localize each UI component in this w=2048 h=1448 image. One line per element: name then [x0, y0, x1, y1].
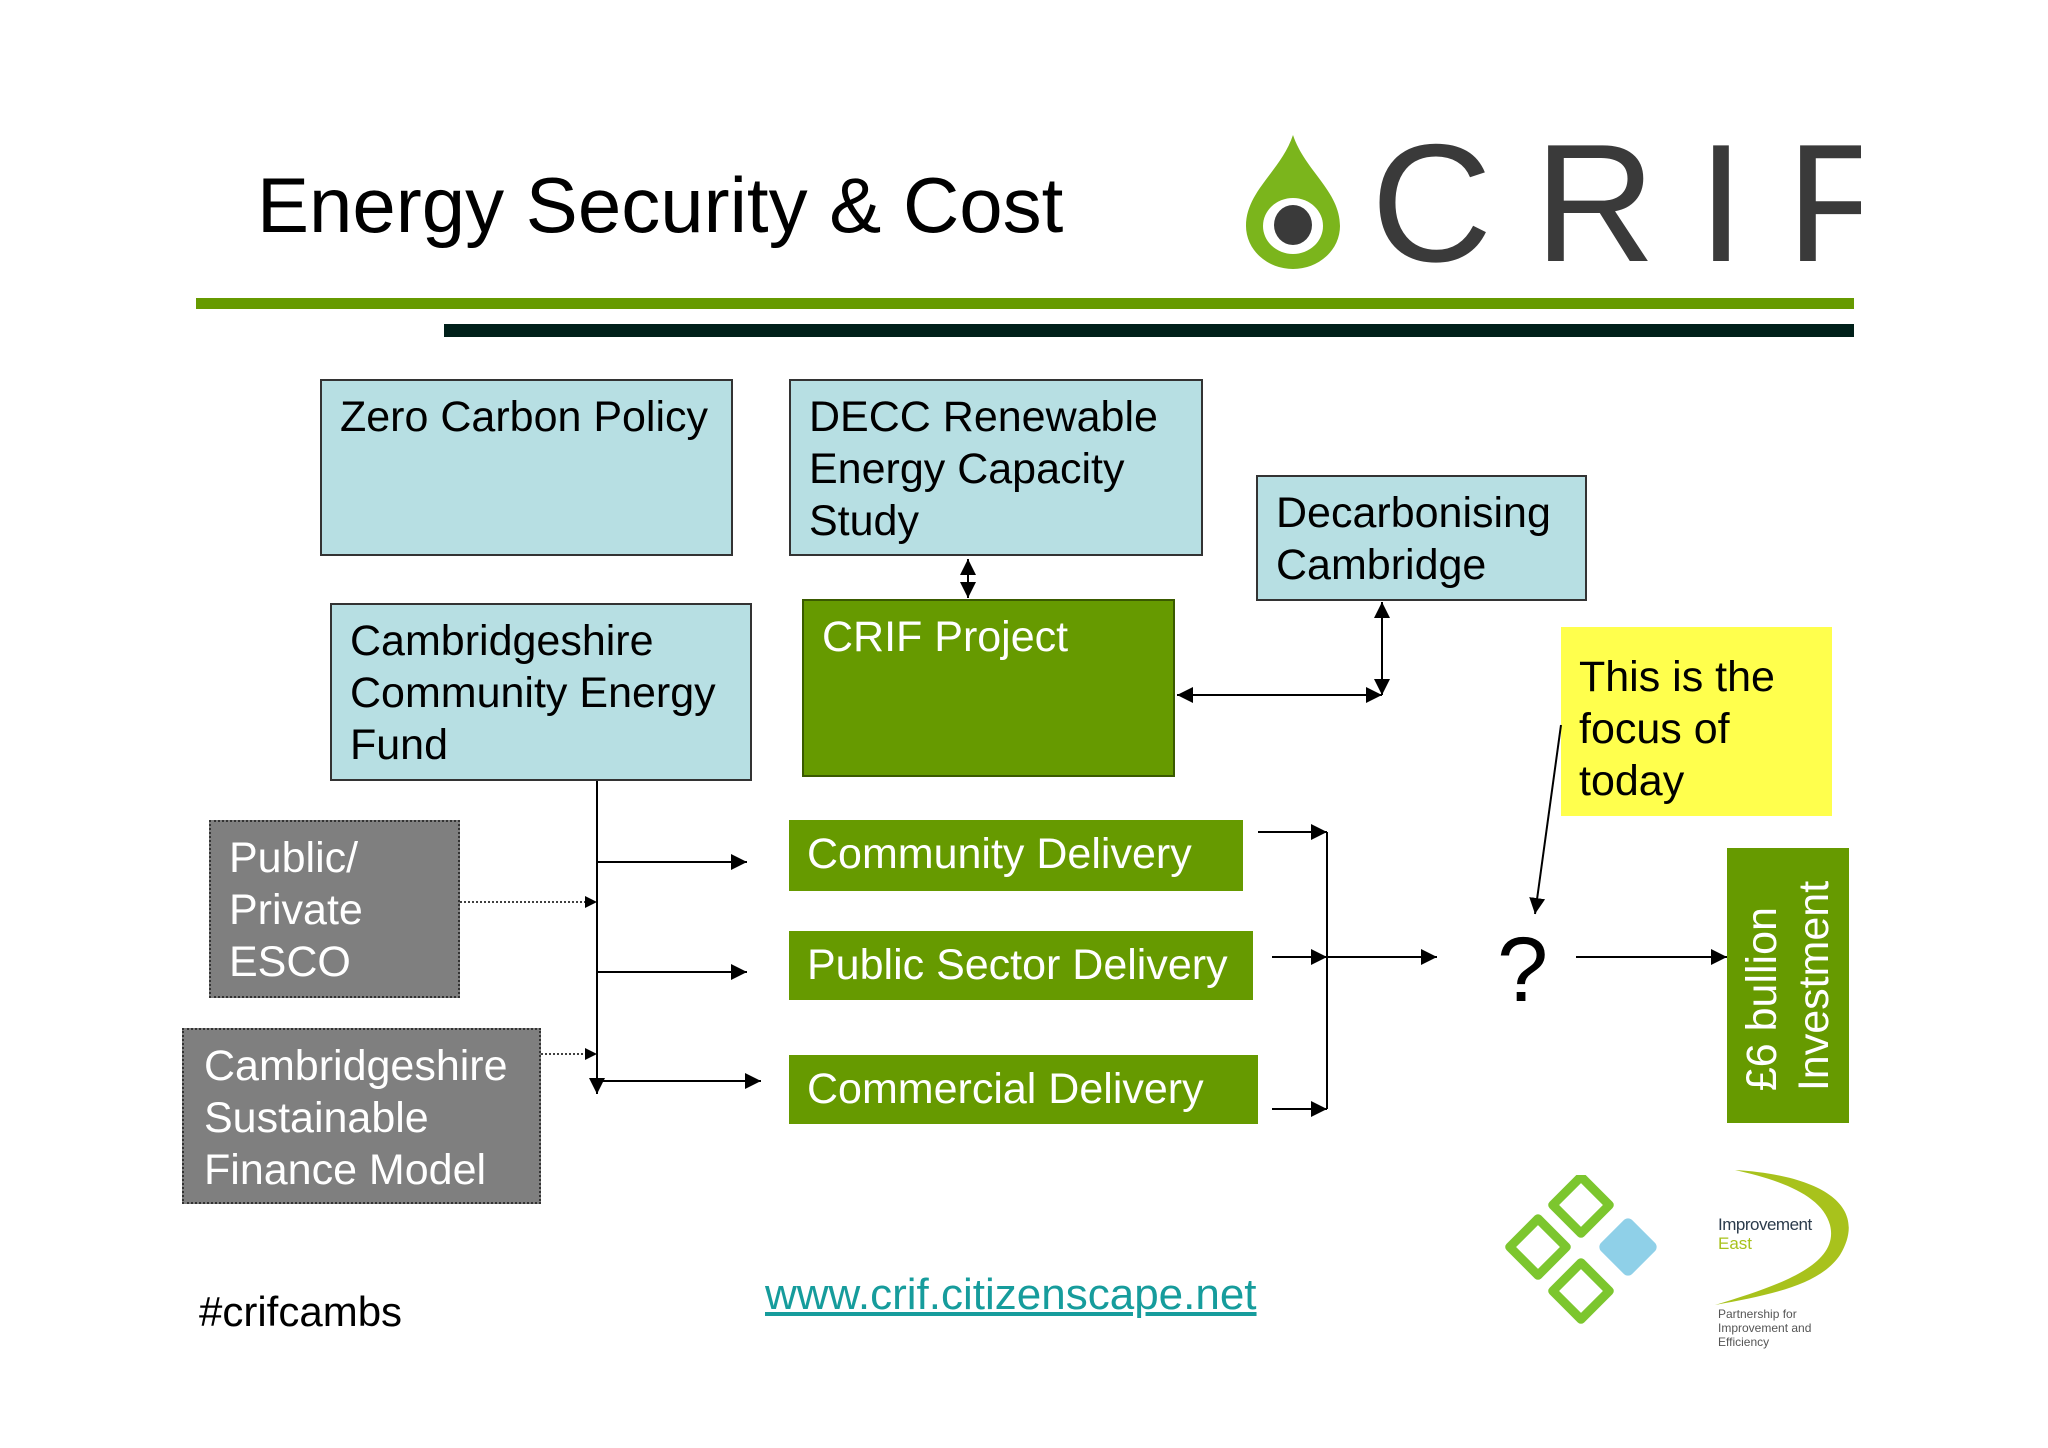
- question-mark: ?: [1497, 919, 1549, 1021]
- box-label: ESCO: [229, 938, 351, 986]
- box-label: Community Delivery: [807, 830, 1192, 878]
- box-label: Fund: [350, 721, 449, 769]
- logo-title: Improvement: [1718, 1215, 1812, 1234]
- sustainable-finance-model-box: Cambridgeshire Sustainable Finance Model: [182, 1028, 541, 1204]
- investment-box: £6 bullion Investment: [1727, 848, 1849, 1123]
- logo-subtitle: East: [1718, 1234, 1753, 1253]
- zero-carbon-policy-box: Zero Carbon Policy: [320, 379, 733, 556]
- community-energy-fund-box: Cambridgeshire Community Energy Fund: [330, 603, 752, 781]
- box-label: Commercial Delivery: [807, 1065, 1204, 1113]
- divider-dark: [444, 324, 1854, 337]
- box-label: Public Sector Delivery: [807, 941, 1228, 989]
- logo-tagline: Partnership for Improvement and Efficien…: [1718, 1307, 1812, 1349]
- decarbonising-cambridge-box: Decarbonising Cambridge: [1256, 475, 1587, 601]
- box-label: Decarbonising: [1276, 489, 1551, 537]
- box-label: CRIF Project: [822, 613, 1069, 661]
- crif-project-box: CRIF Project: [802, 599, 1175, 777]
- commercial-delivery-box: Commercial Delivery: [789, 1055, 1258, 1124]
- swoosh-icon: [1715, 1170, 1849, 1305]
- partner-diamond-logo: [1505, 1175, 1657, 1324]
- decc-study-box: DECC Renewable Energy Capacity Study: [789, 379, 1203, 556]
- box-label: Cambridgeshire: [350, 617, 654, 665]
- hashtag: #crifcambs: [199, 1288, 403, 1335]
- box-label: Community Energy: [350, 669, 716, 717]
- box-label: Zero Carbon Policy: [340, 393, 709, 441]
- esco-box: Public/ Private ESCO: [209, 820, 460, 998]
- focus-note: This is the focus of today: [1561, 627, 1832, 816]
- community-delivery-box: Community Delivery: [789, 820, 1243, 891]
- website-link[interactable]: www.crif.citizenscape.net: [765, 1270, 1257, 1319]
- box-label: Finance Model: [204, 1146, 487, 1194]
- crif-logo: CRIF: [1246, 131, 1861, 271]
- box-label: Energy Capacity: [809, 445, 1125, 493]
- box-label: Private: [229, 886, 363, 934]
- arrow-focus-to-question: [1529, 724, 1562, 915]
- box-label: Public/: [229, 834, 359, 882]
- box-label: Study: [809, 497, 919, 545]
- page-title: Energy Security & Cost: [257, 161, 1064, 249]
- note-line: today: [1579, 757, 1685, 805]
- box-label: Sustainable: [204, 1094, 429, 1142]
- note-line: focus of: [1579, 705, 1730, 753]
- public-sector-delivery-box: Public Sector Delivery: [789, 931, 1253, 1000]
- divider-green: [196, 298, 1854, 309]
- box-label: Cambridge: [1276, 541, 1487, 589]
- note-line: This is the: [1579, 653, 1775, 701]
- box-label: Cambridgeshire: [204, 1042, 508, 1090]
- svg-text:CRIF: CRIF: [1371, 131, 1861, 271]
- improvement-east-logo: Improvement East Partnership for Improve…: [1710, 1165, 1900, 1355]
- box-label: DECC Renewable: [809, 393, 1158, 441]
